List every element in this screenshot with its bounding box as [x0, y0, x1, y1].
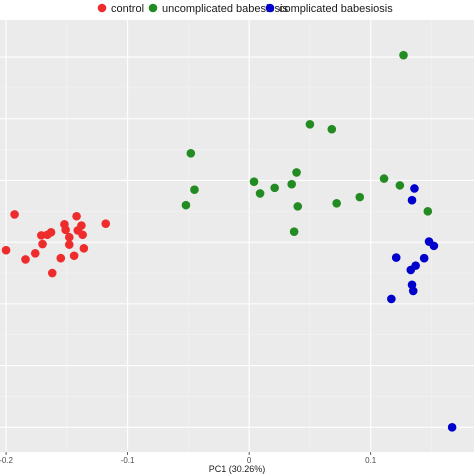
- data-point-control: [1, 245, 11, 255]
- data-point-complicated-babesiosis: [447, 423, 457, 432]
- data-point-control: [61, 225, 70, 235]
- data-point-control: [46, 227, 56, 237]
- data-point-control: [69, 251, 79, 261]
- x-tick-label: 0: [247, 456, 252, 465]
- data-point-control: [38, 239, 47, 249]
- data-point-control: [78, 230, 87, 240]
- data-point-control: [64, 240, 74, 249]
- legend: control uncomplicated babesiosiscomplicat…: [97, 3, 393, 15]
- data-point-complicated-babesiosis: [391, 253, 401, 262]
- data-point-complicated-babesiosis: [429, 241, 439, 251]
- data-point-uncomplicated-babesiosis: [379, 174, 389, 183]
- data-point-uncomplicated-babesiosis: [395, 181, 405, 190]
- data-point-uncomplicated-babesiosis: [289, 227, 299, 236]
- data-points: [1, 50, 457, 432]
- data-point-complicated-babesiosis: [419, 253, 429, 263]
- data-point-uncomplicated-babesiosis: [249, 177, 259, 186]
- data-point-control: [47, 268, 57, 278]
- data-point-uncomplicated-babesiosis: [287, 179, 296, 189]
- data-point-uncomplicated-babesiosis: [305, 119, 315, 129]
- data-point-control: [101, 219, 111, 228]
- data-point-complicated-babesiosis: [407, 195, 417, 205]
- data-point-complicated-babesiosis: [387, 294, 396, 304]
- data-point-control: [64, 232, 74, 242]
- data-point-control: [79, 244, 89, 253]
- data-point-uncomplicated-babesiosis: [423, 207, 433, 216]
- data-point-uncomplicated-babesiosis: [270, 183, 279, 193]
- x-tick-label: 0.1: [365, 456, 377, 465]
- x-axis-ticks: -0.2 -0.1 0 0.1: [0, 452, 377, 465]
- data-point-control: [10, 210, 19, 219]
- data-point-uncomplicated-babesiosis: [327, 124, 337, 134]
- data-point-control: [77, 221, 86, 230]
- legend-label: uncomplicated babesiosis: [162, 3, 288, 15]
- legend-label: complicated babesiosis: [279, 3, 393, 15]
- data-point-uncomplicated-babesiosis: [181, 200, 191, 210]
- data-point-control: [30, 248, 40, 258]
- data-point-control: [72, 211, 81, 221]
- x-tick-label: -0.2: [0, 456, 14, 465]
- data-point-complicated-babesiosis: [410, 184, 419, 193]
- legend-key-uncomplicated-babesiosis: [148, 3, 158, 13]
- data-point-uncomplicated-babesiosis: [332, 198, 341, 208]
- data-point-uncomplicated-babesiosis: [399, 50, 408, 60]
- data-point-uncomplicated-babesiosis: [292, 168, 301, 177]
- data-point-control: [21, 255, 30, 264]
- x-tick-label: -0.1: [121, 456, 135, 465]
- data-point-uncomplicated-babesiosis: [355, 192, 365, 202]
- legend-label: control: [111, 3, 144, 15]
- x-axis-title: PC1 (30.26%): [209, 464, 266, 474]
- data-point-uncomplicated-babesiosis: [293, 202, 303, 211]
- data-point-complicated-babesiosis: [408, 286, 418, 296]
- data-point-complicated-babesiosis: [411, 261, 420, 270]
- legend-key-control: [97, 3, 107, 13]
- data-point-control: [56, 253, 66, 263]
- data-point-uncomplicated-babesiosis: [255, 189, 265, 198]
- legend-key-complicated-babesiosis: [265, 3, 275, 13]
- data-point-uncomplicated-babesiosis: [190, 185, 199, 195]
- data-point-uncomplicated-babesiosis: [186, 149, 196, 158]
